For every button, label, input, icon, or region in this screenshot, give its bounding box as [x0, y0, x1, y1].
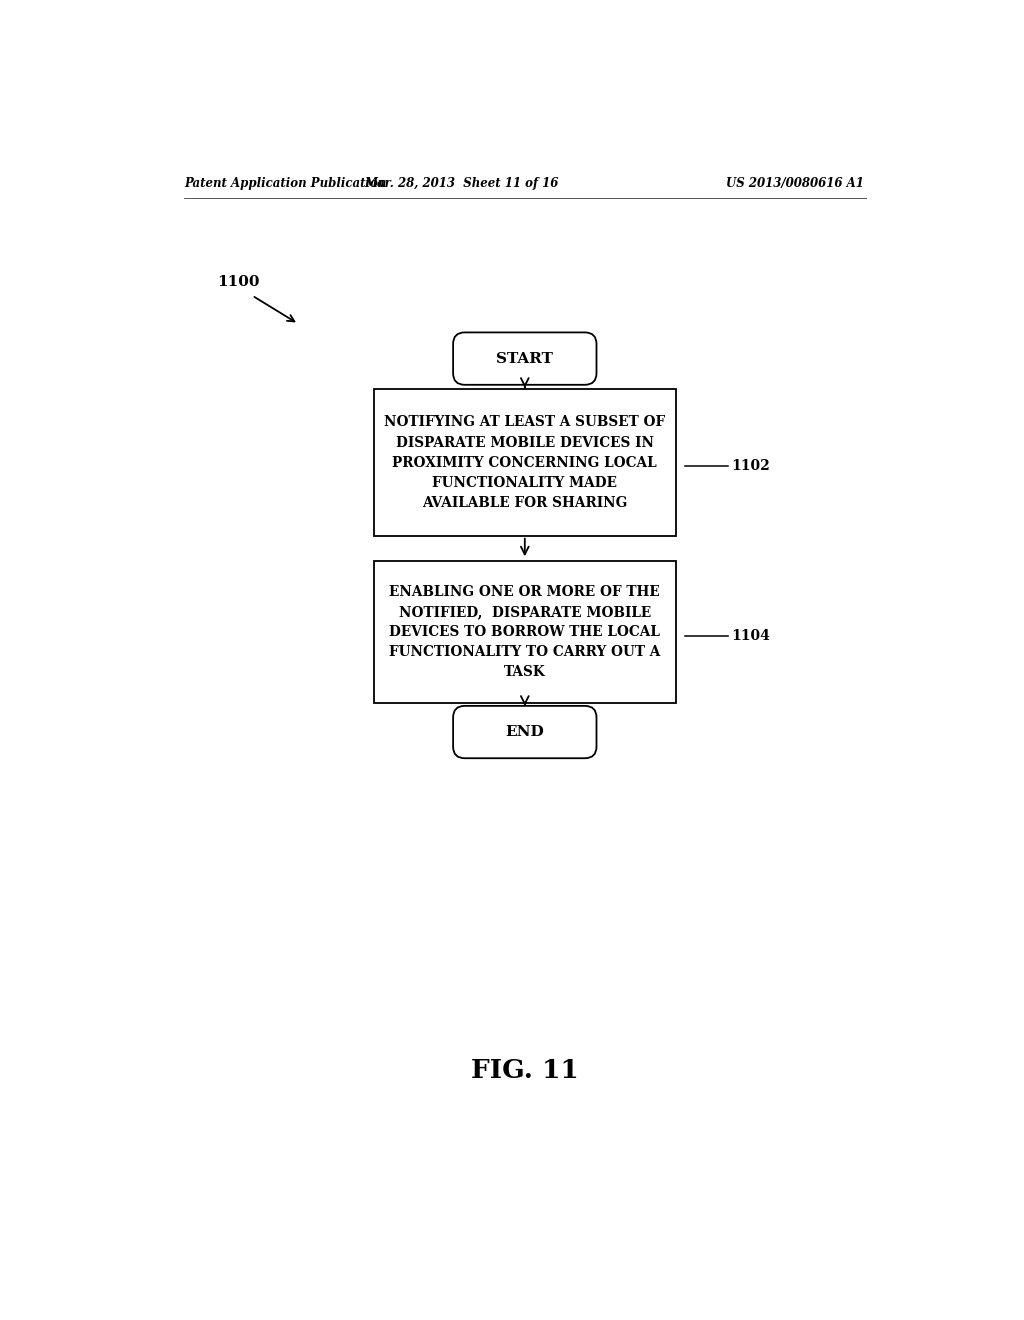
FancyBboxPatch shape	[453, 706, 597, 758]
FancyBboxPatch shape	[374, 389, 676, 536]
Text: 1102: 1102	[732, 459, 770, 474]
Text: FIG. 11: FIG. 11	[471, 1059, 579, 1084]
FancyBboxPatch shape	[374, 561, 676, 704]
Text: Mar. 28, 2013  Sheet 11 of 16: Mar. 28, 2013 Sheet 11 of 16	[365, 177, 558, 190]
Text: ENABLING ONE OR MORE OF THE
NOTIFIED,  DISPARATE MOBILE
DEVICES TO BORROW THE LO: ENABLING ONE OR MORE OF THE NOTIFIED, DI…	[389, 585, 660, 678]
Text: Patent Application Publication: Patent Application Publication	[183, 177, 386, 190]
Text: 1104: 1104	[732, 628, 771, 643]
Text: US 2013/0080616 A1: US 2013/0080616 A1	[726, 177, 864, 190]
Text: START: START	[497, 351, 553, 366]
Text: END: END	[506, 725, 544, 739]
Text: 1100: 1100	[217, 275, 260, 289]
FancyBboxPatch shape	[453, 333, 597, 385]
Text: NOTIFYING AT LEAST A SUBSET OF
DISPARATE MOBILE DEVICES IN
PROXIMITY CONCERNING : NOTIFYING AT LEAST A SUBSET OF DISPARATE…	[384, 416, 666, 510]
